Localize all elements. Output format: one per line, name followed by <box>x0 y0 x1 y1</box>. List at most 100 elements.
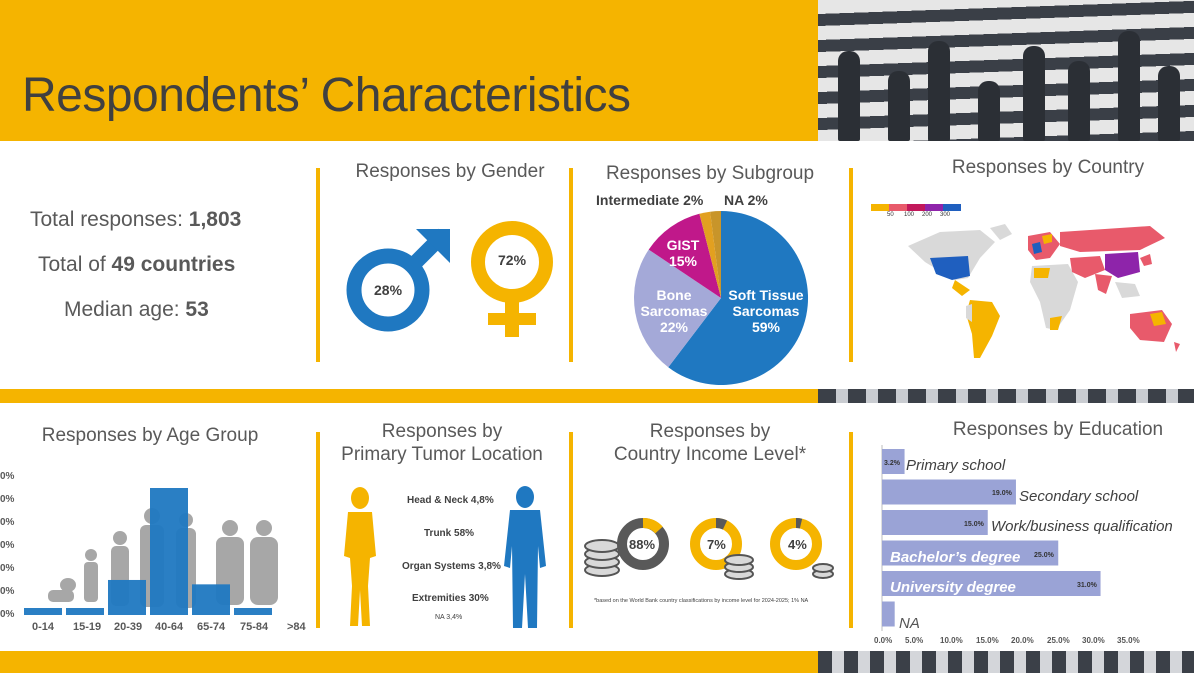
edu-bar <box>882 449 905 474</box>
soft-tissue-label: Soft Tissue Sarcomas 59% <box>728 287 804 335</box>
income-footnote: *based on the World Bank country classif… <box>594 598 809 604</box>
edu-xtick: 25.0% <box>1047 636 1070 645</box>
male-percent: 28% <box>374 282 403 298</box>
age-ytick: 0% <box>0 563 15 574</box>
male-icon <box>346 228 450 332</box>
pie-slice-na <box>710 211 721 298</box>
income-upper-mid-pct: 7% <box>707 537 726 552</box>
age-category-label: 20-39 <box>114 621 143 633</box>
edu-xtick: 0.0% <box>874 636 893 645</box>
edu-label: Primary school <box>906 457 1006 474</box>
edu-xtick: 10.0% <box>940 636 963 645</box>
edu-bar <box>882 510 988 535</box>
tumor-na: NA 3,4% <box>435 614 463 621</box>
age-category-label: >84 <box>287 621 306 633</box>
subgroup-pie <box>634 211 809 385</box>
divider-line <box>849 432 853 628</box>
edu-value: 31.0% <box>1077 582 1097 589</box>
female-icon <box>471 221 553 337</box>
tumor-item: Extremities 30% <box>412 593 489 604</box>
income-title: Responses by Country Income Level* <box>613 421 807 465</box>
edu-label: University degree <box>890 579 1016 596</box>
age-bar <box>24 608 62 615</box>
age-bar-chart <box>24 488 278 615</box>
age-category-label: 75-84 <box>240 621 269 633</box>
income-lower-mid-pct: 4% <box>788 537 807 552</box>
coin-stack-icon <box>812 563 834 579</box>
map-legend: 50 100 200 300 <box>871 204 961 221</box>
tumor-title: Responses by Primary Tumor Location <box>341 421 543 465</box>
age-silhouettes <box>48 508 278 608</box>
age-bar <box>66 608 104 615</box>
legend-tick: 100 <box>904 212 915 218</box>
pie-slice-gist <box>648 213 721 298</box>
divider-line <box>316 432 320 628</box>
edu-value: 19.0% <box>992 490 1012 497</box>
age-ytick: 0% <box>0 494 15 505</box>
age-ytick: 0% <box>0 517 15 528</box>
pie-slice-soft-tissue <box>668 211 809 385</box>
coin-stack-icon <box>724 554 754 580</box>
subgroup-title: Responses by Subgroup <box>605 163 815 184</box>
crowd-photo-top <box>818 0 1194 141</box>
edu-bar <box>882 479 1016 505</box>
crowd-photo-strip <box>818 389 1194 403</box>
age-ytick: 0% <box>0 540 15 551</box>
total-countries: Total of 49 countries <box>38 253 236 276</box>
age-bar <box>192 584 230 615</box>
edu-xtick: 5.0% <box>905 636 924 645</box>
edu-xtick: 30.0% <box>1082 636 1105 645</box>
tumor-item: Head & Neck 4,8% <box>407 495 494 506</box>
education-title: Responses by Education <box>952 419 1164 440</box>
edu-xtick: 35.0% <box>1117 636 1140 645</box>
legend-tick: 300 <box>940 212 951 218</box>
bone-label: Bone Sarcomas 22% <box>640 287 708 335</box>
pie-slice-bone <box>634 249 721 368</box>
median-age: Median age: 53 <box>64 298 209 321</box>
edu-label: NA <box>899 615 920 632</box>
age-category-label: 0-14 <box>32 621 55 633</box>
age-category-label: 65-74 <box>197 621 226 633</box>
total-responses: Total responses: 1,803 <box>30 208 242 231</box>
pie-slice-intermediate <box>699 211 721 298</box>
female-percent: 72% <box>498 252 527 268</box>
crowd-photo-bottom <box>818 651 1194 673</box>
edu-bar <box>882 601 895 627</box>
edu-value: 3.2% <box>884 460 900 467</box>
edu-label: Work/business qualification <box>991 518 1173 535</box>
edu-bar <box>882 540 1059 566</box>
na-label: NA 2% <box>724 192 768 208</box>
edu-xtick: 15.0% <box>976 636 999 645</box>
country-title: Responses by Country <box>951 157 1145 178</box>
edu-xtick: 20.0% <box>1011 636 1034 645</box>
edu-label: Secondary school <box>1019 488 1139 505</box>
page-title: Respondents’ Characteristics <box>22 69 631 122</box>
divider-band <box>0 389 818 403</box>
edu-bar <box>882 571 1101 596</box>
legend-tick: 50 <box>887 212 894 218</box>
age-category-label: 15-19 <box>73 621 102 633</box>
male-figure-icon <box>504 486 546 628</box>
edu-value: 15.0% <box>964 521 984 528</box>
divider-line <box>569 168 573 362</box>
edu-label: Bachelor’s degree <box>890 549 1021 566</box>
intermediate-label: Intermediate 2% <box>596 192 704 208</box>
gender-title: Responses by Gender <box>355 161 545 182</box>
age-title: Responses by Age Group <box>41 425 259 446</box>
age-ytick: 0% <box>0 586 15 597</box>
tumor-item: Trunk 58% <box>424 528 475 539</box>
divider-line <box>316 168 320 362</box>
age-bar <box>108 579 146 615</box>
income-graphics <box>584 517 834 580</box>
gender-graphic <box>346 221 553 337</box>
footer-band <box>0 651 818 673</box>
legend-tick: 200 <box>922 212 933 218</box>
age-bar <box>234 608 272 615</box>
header-band <box>0 0 818 141</box>
tumor-item: Organ Systems 3,8% <box>402 561 501 572</box>
education-bar-chart <box>881 445 1101 631</box>
divider-line <box>569 432 573 628</box>
age-category-label: 40-64 <box>155 621 184 633</box>
divider-line <box>849 168 853 362</box>
age-ytick: 0% <box>0 471 15 482</box>
